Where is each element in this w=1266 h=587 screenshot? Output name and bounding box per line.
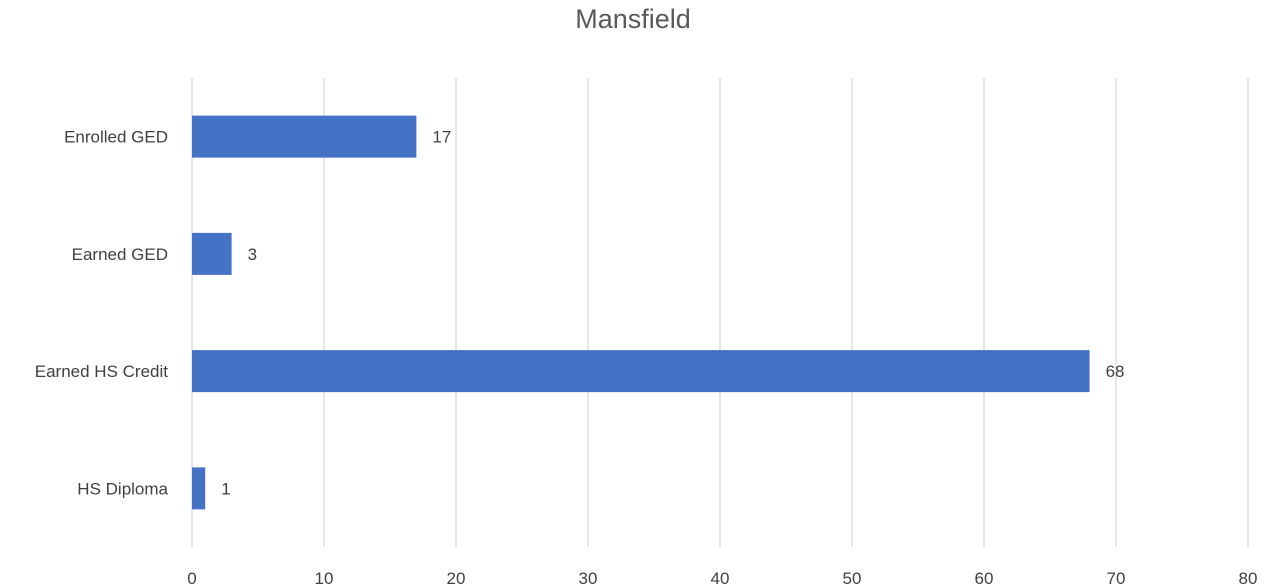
x-tick-label: 30 bbox=[579, 569, 598, 587]
data-label: 1 bbox=[221, 479, 230, 498]
x-tick-label: 0 bbox=[187, 569, 196, 587]
x-tick-label: 40 bbox=[711, 569, 730, 587]
x-tick-label: 50 bbox=[843, 569, 862, 587]
category-label: HS Diploma bbox=[77, 479, 168, 498]
category-label: Enrolled GED bbox=[64, 128, 168, 147]
bar-enrolled-ged bbox=[192, 115, 417, 158]
bar-hs-diploma bbox=[192, 467, 206, 510]
x-tick-label: 10 bbox=[315, 569, 334, 587]
x-tick-label: 20 bbox=[447, 569, 466, 587]
bar-earned-ged bbox=[192, 232, 232, 275]
bars bbox=[192, 115, 1090, 510]
chart-title: Mansfield bbox=[575, 4, 691, 34]
data-label: 3 bbox=[248, 245, 257, 264]
bar-earned-hs-credit bbox=[192, 350, 1090, 393]
x-tick-label: 60 bbox=[975, 569, 994, 587]
x-tick-label: 80 bbox=[1239, 569, 1258, 587]
category-label: Earned HS Credit bbox=[35, 362, 169, 381]
x-tick-label: 70 bbox=[1107, 569, 1126, 587]
data-label: 17 bbox=[432, 128, 451, 147]
labels: 0 10 20 30 40 50 60 70 80 Enrolled GED 17 Earned GE… bbox=[35, 128, 1258, 587]
category-label: Earned GED bbox=[72, 245, 168, 264]
data-label: 68 bbox=[1106, 362, 1125, 381]
